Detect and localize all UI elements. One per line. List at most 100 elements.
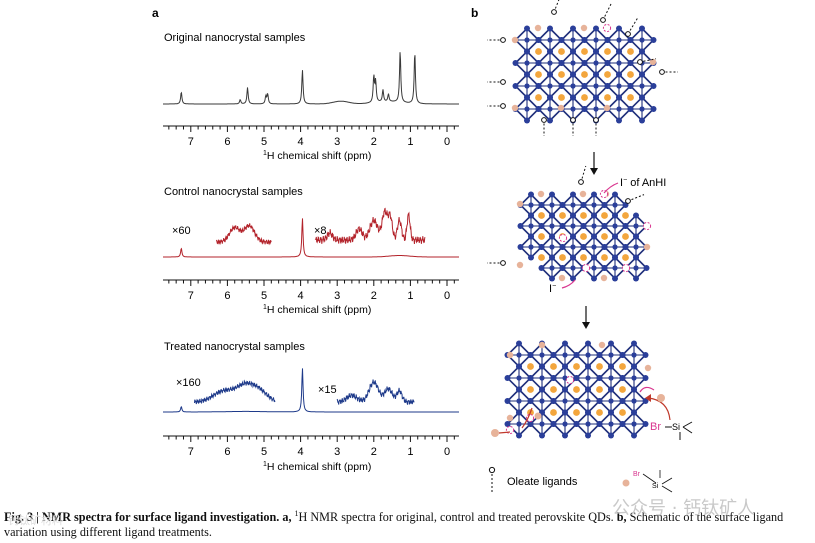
- halide-atom: [550, 352, 557, 358]
- cation: [619, 363, 626, 370]
- halide-atom: [619, 398, 626, 404]
- halide-atom: [535, 83, 542, 89]
- cation: [527, 386, 534, 393]
- multiplier-control-left: ×60: [172, 225, 191, 237]
- axis-label-sup: 1: [263, 304, 267, 311]
- halide-atom: [570, 94, 576, 101]
- center-atom: [570, 202, 576, 208]
- halide-atom: [581, 83, 588, 89]
- center-atom: [547, 83, 553, 89]
- halide-atom: [633, 254, 639, 261]
- halide-atom: [608, 386, 614, 393]
- tick-label: 4: [298, 290, 304, 302]
- halide-atom: [604, 37, 611, 43]
- halide-atom: [596, 375, 603, 381]
- legend-si: Si: [652, 483, 659, 490]
- center-atom: [516, 421, 522, 427]
- tick-label: 0: [444, 446, 450, 458]
- halide-atom: [559, 265, 566, 271]
- halide-atom: [527, 421, 534, 427]
- surface-ligand: [603, 104, 611, 112]
- halide-atom: [627, 106, 634, 112]
- surface-ligand: [598, 341, 606, 349]
- halide-atom: [538, 244, 545, 250]
- center-atom: [585, 352, 591, 358]
- halide-atom: [524, 25, 530, 32]
- oleate-legend-label: Oleate ligands: [507, 476, 578, 488]
- oleate-ligand: [500, 260, 506, 266]
- oleate-ligand: [637, 59, 643, 65]
- halide-atom: [528, 233, 534, 240]
- halide-atom: [593, 94, 599, 101]
- halide-atom: [642, 375, 649, 381]
- iodide-symbol: I: [620, 177, 623, 189]
- caption-b-text: Schematic of the surface ligand variatio…: [4, 510, 784, 540]
- cation: [581, 48, 588, 55]
- spectrum-original: 7 6 5 4 3 2 1 0: [163, 52, 459, 148]
- halide-atom: [631, 432, 637, 439]
- halide-atom: [517, 223, 524, 229]
- halide-atom: [604, 83, 611, 89]
- halide-atom: [512, 60, 519, 66]
- lattice-original: [487, 0, 678, 136]
- center-atom: [570, 106, 576, 112]
- halide-atom: [596, 352, 603, 358]
- halide-atom: [642, 352, 649, 358]
- cation: [596, 386, 603, 393]
- halide-atom: [524, 117, 530, 124]
- halide-atom: [547, 94, 553, 101]
- cation: [580, 233, 587, 240]
- halide-atom: [633, 212, 639, 219]
- halide-atom: [570, 25, 576, 32]
- tick-label: 4: [298, 136, 304, 148]
- halide-atom: [585, 340, 591, 347]
- halide-atom: [650, 106, 657, 112]
- halide-atom: [608, 363, 614, 370]
- center-atom: [528, 202, 534, 208]
- tick-label: 6: [224, 290, 230, 302]
- halide-atom: [591, 191, 597, 198]
- halide-atom: [591, 233, 597, 240]
- halide-atom: [631, 409, 637, 416]
- center-atom: [608, 352, 614, 358]
- center-atom: [608, 421, 614, 427]
- halide-atom: [516, 432, 522, 439]
- halide-atom: [608, 432, 614, 439]
- halide-atom: [547, 117, 553, 124]
- bromosilane-legend-ball: [622, 479, 630, 487]
- halide-atom: [585, 386, 591, 393]
- center-atom: [528, 223, 534, 229]
- halide-atom: [524, 48, 530, 55]
- halide-atom: [593, 25, 599, 32]
- lattice-control: [487, 165, 652, 282]
- axis-label-text: H chemical shift (ppm): [267, 150, 371, 162]
- halide-atom: [528, 212, 534, 219]
- tick-label: 3: [334, 446, 340, 458]
- surface-ligand: [537, 190, 545, 198]
- halide-atom: [601, 223, 608, 229]
- cation: [559, 212, 566, 219]
- oleate-ligand: [570, 117, 576, 123]
- iodide-arrow: [561, 279, 576, 289]
- center-atom: [608, 398, 614, 404]
- halide-atom: [528, 191, 534, 198]
- center-atom: [570, 60, 576, 66]
- iodide-charge: −: [623, 177, 627, 184]
- panel-a-label: a: [152, 6, 159, 20]
- center-atom: [570, 223, 576, 229]
- tick-label: 3: [334, 136, 340, 148]
- halide-atom: [549, 212, 555, 219]
- halide-atom: [596, 421, 603, 427]
- surface-ligand: [643, 243, 651, 251]
- halide-atom: [570, 71, 576, 78]
- center-atom: [524, 83, 530, 89]
- center-atom: [591, 265, 597, 271]
- halide-atom: [619, 352, 626, 358]
- spectrum-treated: 7 6 5 4 3 2 1 0: [163, 368, 459, 458]
- spectrum-title-treated: Treated nanocrystal samples: [164, 341, 305, 353]
- halide-atom: [504, 421, 511, 427]
- halide-atom: [591, 275, 597, 282]
- tick-label: 2: [371, 136, 377, 148]
- cation: [627, 71, 634, 78]
- halide-atom: [527, 352, 534, 358]
